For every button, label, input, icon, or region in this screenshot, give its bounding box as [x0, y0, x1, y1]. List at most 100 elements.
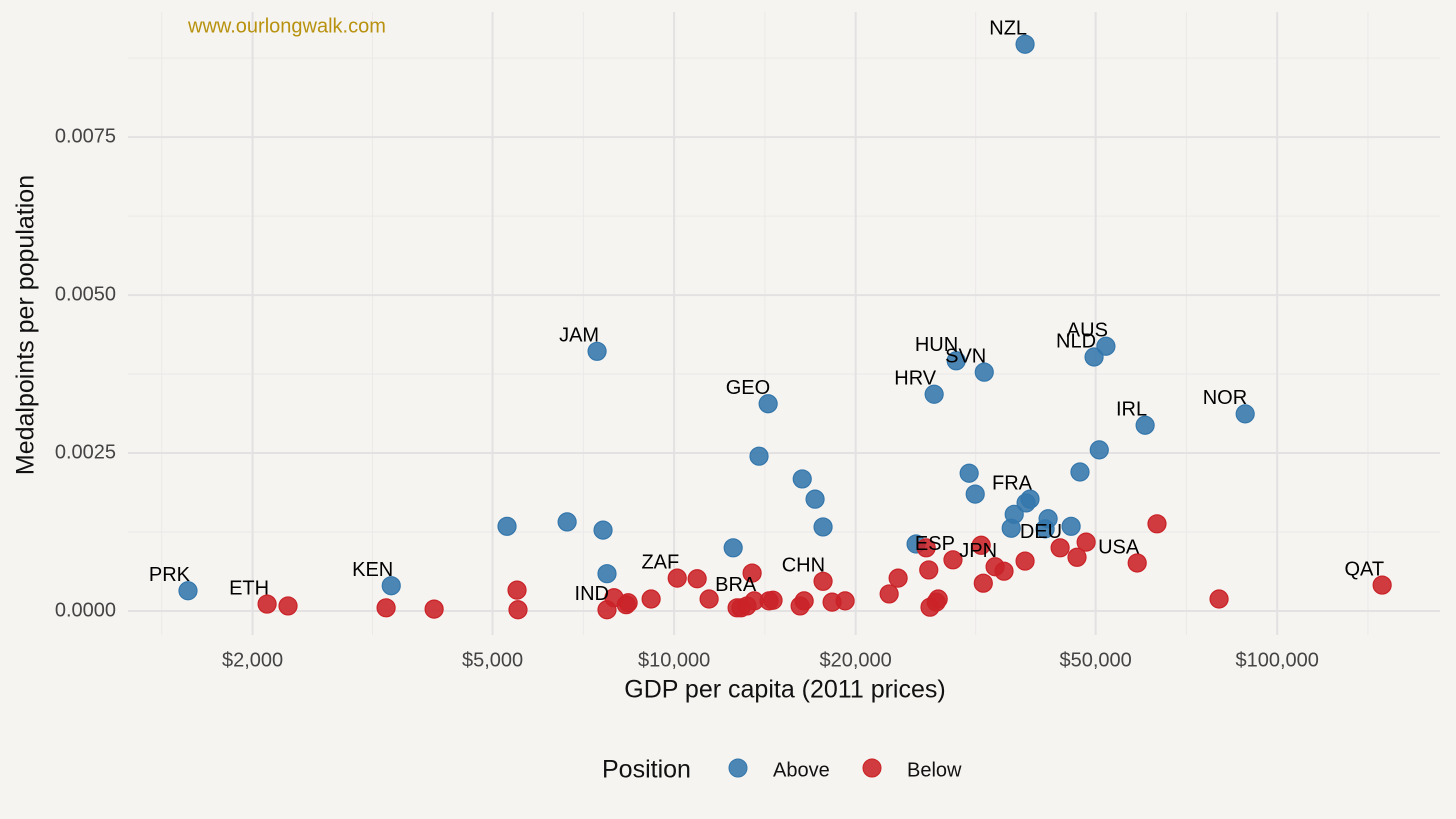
- point: [1015, 34, 1035, 54]
- point: [794, 591, 814, 611]
- point: [1020, 489, 1040, 509]
- point: [497, 516, 517, 536]
- point: [835, 591, 855, 611]
- point-label: IND: [575, 583, 609, 605]
- point-label: ZAF: [641, 551, 679, 573]
- point: [597, 564, 617, 584]
- x-tick-label: $100,000: [1235, 649, 1318, 671]
- point-label: GEO: [726, 377, 770, 399]
- point-label: QAT: [1345, 558, 1385, 580]
- point-label: KEN: [352, 559, 393, 581]
- x-axis-label: GDP per capita (2011 prices): [624, 676, 945, 704]
- points: [178, 34, 1392, 620]
- point-label: ESP: [915, 533, 955, 555]
- legend-label: Above: [773, 759, 830, 781]
- point: [667, 568, 687, 588]
- y-tick-label: 0.0075: [55, 125, 116, 147]
- legend-marker: [728, 758, 748, 778]
- point: [805, 489, 825, 509]
- point: [1235, 404, 1255, 424]
- point: [813, 571, 833, 591]
- y-tick-label: 0.0050: [55, 283, 116, 305]
- point: [916, 538, 936, 558]
- point: [1127, 553, 1147, 573]
- y-tick-label: 0.0025: [55, 441, 116, 463]
- point: [508, 600, 528, 620]
- point: [919, 560, 939, 580]
- point-label: DEU: [1020, 521, 1062, 543]
- point: [1076, 532, 1096, 552]
- point-label: PRK: [149, 564, 191, 586]
- point-label: NZL: [989, 18, 1027, 40]
- point: [971, 535, 991, 555]
- legend-label: Below: [907, 759, 962, 781]
- point-label: JPN: [959, 540, 997, 562]
- point-label: AUS: [1067, 320, 1108, 342]
- x-tick-label: $20,000: [819, 649, 891, 671]
- point-label: IRL: [1116, 399, 1147, 421]
- point: [928, 589, 948, 609]
- point: [959, 463, 979, 483]
- point: [618, 593, 638, 613]
- point: [381, 576, 401, 596]
- x-tick-label: $5,000: [462, 649, 523, 671]
- x-tick-label: $10,000: [638, 649, 710, 671]
- point: [879, 584, 899, 604]
- point: [974, 362, 994, 382]
- point: [1147, 514, 1167, 534]
- point: [946, 351, 966, 371]
- point-label: USA: [1098, 536, 1140, 558]
- point: [758, 394, 778, 414]
- point: [994, 561, 1014, 581]
- point: [641, 589, 661, 609]
- point: [1050, 538, 1070, 558]
- x-tick-label: $50,000: [1059, 649, 1131, 671]
- point: [742, 563, 762, 583]
- point: [1096, 336, 1116, 356]
- point: [1372, 575, 1392, 595]
- y-axis-label: Medalpoints per population: [12, 175, 40, 475]
- point: [1084, 347, 1104, 367]
- point: [723, 538, 743, 558]
- legend: Above Below: [728, 758, 962, 781]
- y-tick-label: 0.0000: [55, 599, 116, 621]
- point: [1061, 516, 1081, 536]
- point: [699, 589, 719, 609]
- point: [763, 590, 783, 610]
- point-label: HRV: [894, 368, 937, 390]
- point: [278, 596, 298, 616]
- point: [507, 580, 527, 600]
- point: [424, 599, 444, 619]
- point: [965, 484, 985, 504]
- point: [973, 573, 993, 593]
- watermark: www.ourlongwalk.com: [187, 15, 386, 37]
- legend-title: Position: [602, 756, 691, 784]
- grid: $2,000 $5,000 $10,000 $20,000 $50,000 $100,00…: [55, 12, 1440, 671]
- point: [1004, 504, 1024, 524]
- point: [593, 520, 613, 540]
- point: [1038, 509, 1058, 529]
- point: [1067, 547, 1087, 567]
- point: [687, 569, 707, 589]
- point: [813, 517, 833, 537]
- point: [943, 550, 963, 570]
- point: [1135, 415, 1155, 435]
- legend-marker: [862, 758, 882, 778]
- point-label: HUN: [915, 334, 958, 356]
- point: [888, 568, 908, 588]
- point-label: JAM: [559, 325, 599, 347]
- point: [749, 446, 769, 466]
- point: [557, 512, 577, 532]
- point-label: SVN: [945, 345, 986, 367]
- point: [257, 594, 277, 614]
- point: [1015, 551, 1035, 571]
- point: [587, 341, 607, 361]
- point: [1070, 462, 1090, 482]
- point-label: NOR: [1203, 387, 1247, 409]
- point: [792, 469, 812, 489]
- point: [1209, 589, 1229, 609]
- point: [1089, 440, 1109, 460]
- point-label: NLD: [1056, 330, 1096, 352]
